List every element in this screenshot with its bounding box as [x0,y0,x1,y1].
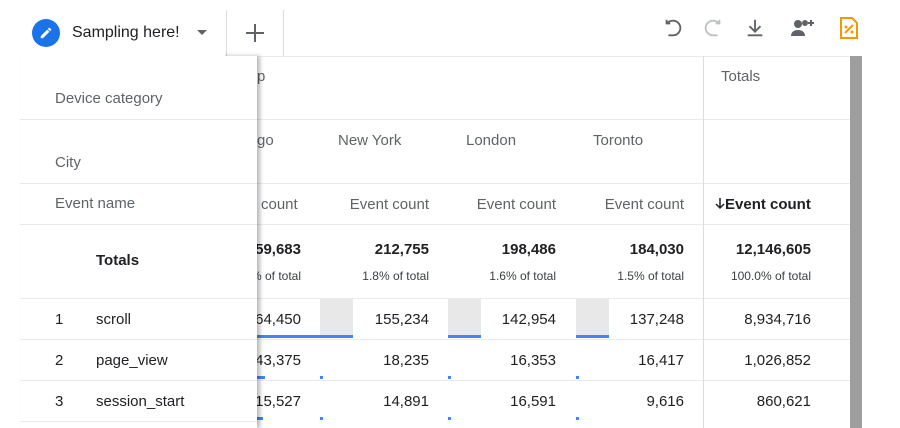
row3-total: 860,621 [756,393,811,410]
divider [20,421,257,422]
heat-bar-bg [448,299,481,337]
divider [20,119,257,120]
share-icon[interactable] [789,16,817,40]
row3-value-3: 9,616 [646,393,684,410]
totals-value-3: 184,030 [629,241,684,258]
heat-bar [320,417,323,420]
tab-sampling[interactable]: Sampling here! [20,10,225,56]
row1-rank: 1 [55,311,64,328]
city-header-3: Toronto [593,132,644,149]
divider [20,224,257,225]
row1-total: 8,934,716 [744,311,811,328]
grand-total-value: 12,146,605 [735,241,811,258]
totals-row-label: Totals [96,252,140,269]
heat-bar-bg [320,299,353,337]
row1-event-name[interactable]: scroll [96,311,132,328]
row3-rank: 3 [55,393,64,410]
event-name-label[interactable]: Event name [55,195,136,212]
grand-total-pct: 100.0% of total [730,269,811,283]
totals-metric-label: Event count [725,196,811,213]
heat-bar [320,335,353,338]
row1-value-2: 142,954 [501,311,556,328]
divider [257,183,850,184]
heat-bar [448,417,451,420]
sort-column-header[interactable]: Event count [715,196,811,213]
row3-event-name[interactable]: session_start [96,393,185,410]
divider [20,339,257,340]
heat-bar [257,417,263,420]
divider [257,119,703,120]
download-icon[interactable] [743,16,767,40]
device-category-label[interactable]: Device category [55,90,163,107]
divider [703,56,704,428]
city-header-2: London [466,132,517,149]
chevron-down-icon[interactable] [196,24,208,42]
heat-bar-bg [576,299,609,337]
city-header-1: New York [338,132,402,149]
metric-header-0: count [261,196,298,213]
redo-icon[interactable] [701,16,725,40]
row3-value-1: 14,891 [383,393,429,410]
header-dimension-fragment: p [257,68,266,85]
totals-pct-2: 1.6% of total [489,269,556,283]
row2-value-3: 16,417 [638,352,684,369]
row2-value-1: 18,235 [383,352,429,369]
totals-pct-1: 1.8% of total [362,269,429,283]
heat-bar [576,376,579,379]
plus-icon [246,24,264,42]
row3-value-2: 16,591 [510,393,556,410]
row1-value-0: 64,450 [255,311,301,328]
metric-header-1: Event count [349,196,429,213]
totals-header: Totals [721,68,761,85]
totals-value-2: 198,486 [501,241,556,258]
row2-value-2: 16,353 [510,352,556,369]
city-label[interactable]: City [55,154,81,171]
heat-bar [448,376,451,379]
heat-bar [257,376,265,379]
row1-value-3: 137,248 [629,311,684,328]
row2-value-0: 43,375 [255,352,301,369]
pencil-icon [32,19,60,47]
totals-value-1: 212,755 [374,241,429,258]
tab-label: Sampling here! [72,24,180,41]
divider [257,339,850,340]
divider [20,183,257,184]
totals-pct-3: 1.5% of total [617,269,684,283]
divider [257,224,850,225]
divider [20,298,257,299]
row2-event-name[interactable]: page_view [96,352,168,369]
arrow-down-icon [715,198,725,210]
heat-bar [448,335,481,338]
heat-bar [320,376,323,379]
row1-value-1: 155,234 [374,311,429,328]
data-grid [20,56,850,428]
add-tab-button[interactable] [226,10,284,56]
row2-total: 1,026,852 [744,352,811,369]
divider [20,380,257,381]
insights-icon[interactable] [837,16,861,40]
divider [257,380,850,381]
divider [257,298,850,299]
totals-value-0: 59,683 [255,241,301,258]
metric-header-2: Event count [476,196,556,213]
row2-rank: 2 [55,352,64,369]
heat-bar [576,417,579,420]
metric-header-3: Event count [604,196,684,213]
heat-bar [576,335,609,338]
heat-bar [257,335,320,338]
divider [703,119,850,120]
row3-value-0: 15,527 [255,393,301,410]
undo-icon[interactable] [661,16,685,40]
totals-pct-0: % of total [250,269,301,283]
row-dimension-panel: Device category City Event name Totals 1… [20,56,257,428]
city-header-0: go [257,132,274,149]
vertical-scrollbar[interactable] [850,56,862,428]
